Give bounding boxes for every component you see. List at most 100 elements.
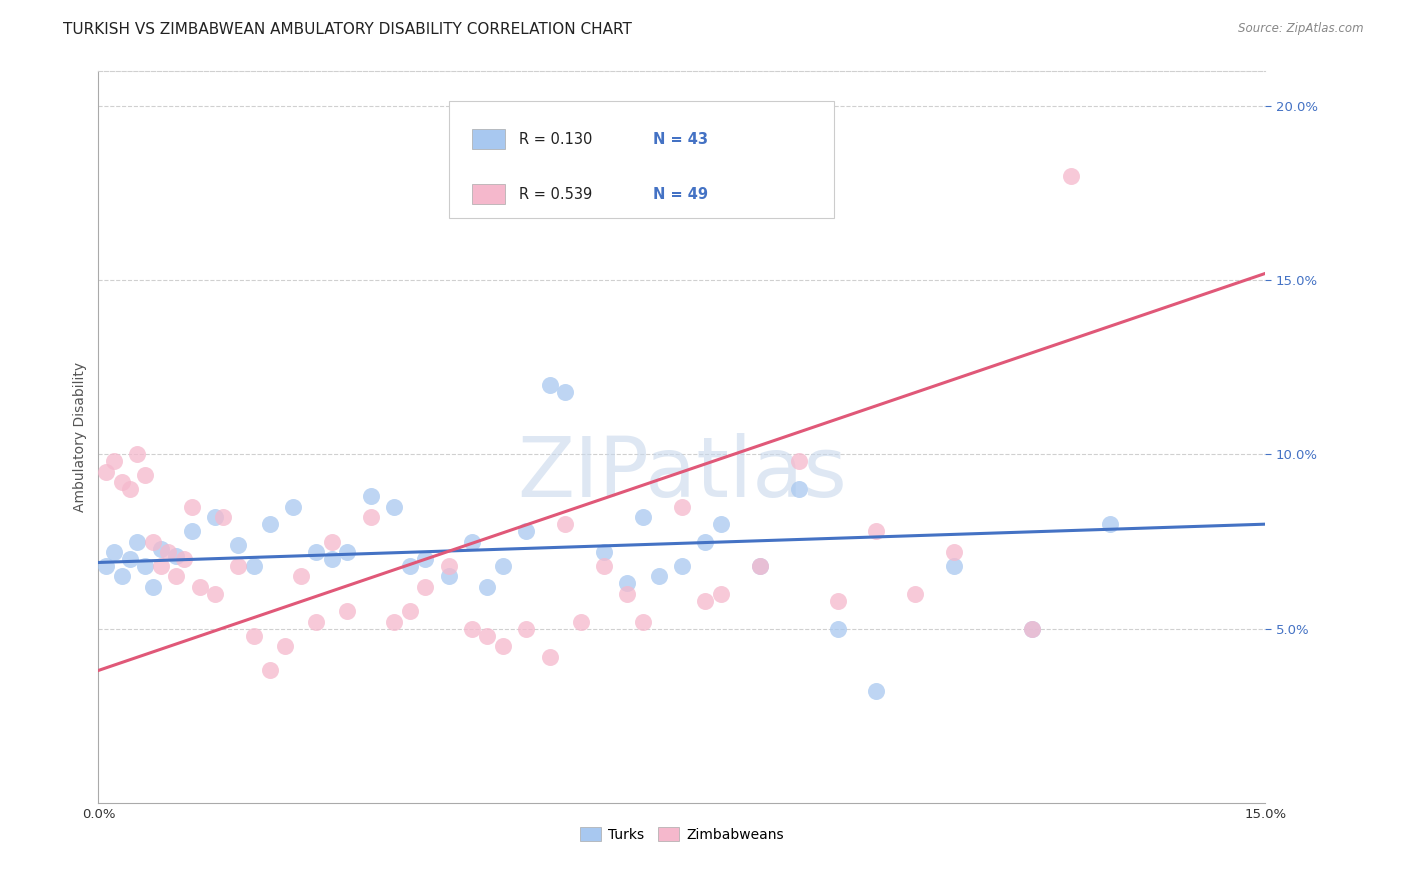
Text: ZIPatlas: ZIPatlas (517, 434, 846, 514)
Point (204, 587, 226, 601)
Point (204, 510, 226, 524)
Point (157, 545, 180, 559)
Y-axis label: Ambulatory Disability: Ambulatory Disability (73, 362, 87, 512)
Point (461, 534, 484, 549)
Point (616, 587, 638, 601)
Point (437, 569, 460, 583)
Point (243, 629, 266, 643)
Point (631, 510, 654, 524)
Point (827, 622, 849, 636)
Point (865, 684, 887, 698)
Point (461, 622, 484, 636)
FancyBboxPatch shape (449, 101, 834, 218)
Point (865, 524, 887, 538)
Point (477, 629, 499, 643)
Bar (472, 129, 505, 150)
Point (1060, 169, 1083, 183)
Point (477, 580, 499, 594)
Point (538, 649, 561, 664)
Point (96, 465, 118, 479)
Point (103, 454, 125, 468)
Point (943, 545, 966, 559)
Point (748, 558, 770, 573)
Point (321, 534, 343, 549)
Point (305, 615, 328, 629)
Point (616, 576, 638, 591)
Point (127, 448, 149, 462)
Point (593, 558, 616, 573)
Point (413, 580, 436, 594)
Point (904, 587, 927, 601)
Text: R = 0.539: R = 0.539 (519, 186, 592, 202)
Point (96, 558, 118, 573)
Point (118, 552, 141, 566)
Point (165, 569, 187, 583)
Point (111, 569, 134, 583)
Point (165, 549, 187, 563)
Point (787, 454, 810, 468)
Point (118, 483, 141, 497)
Point (259, 664, 281, 678)
Point (188, 580, 211, 594)
Point (695, 534, 717, 549)
Point (492, 639, 515, 653)
Point (787, 483, 810, 497)
Point (180, 500, 202, 514)
Point (515, 524, 537, 538)
Point (515, 622, 537, 636)
Point (305, 545, 328, 559)
Text: N = 49: N = 49 (652, 186, 707, 202)
Text: N = 43: N = 43 (652, 132, 707, 147)
Point (695, 594, 717, 608)
Point (290, 569, 312, 583)
Point (259, 517, 281, 532)
Point (173, 552, 195, 566)
Point (149, 558, 172, 573)
Point (710, 517, 733, 532)
Point (827, 594, 849, 608)
Point (360, 489, 382, 503)
Point (274, 639, 297, 653)
Point (437, 558, 460, 573)
Point (142, 580, 165, 594)
Point (321, 552, 343, 566)
Point (360, 510, 382, 524)
Point (382, 500, 405, 514)
Point (398, 558, 420, 573)
Point (281, 500, 304, 514)
Bar (472, 184, 505, 204)
Point (671, 558, 693, 573)
Point (1021, 622, 1043, 636)
Point (631, 615, 654, 629)
Point (748, 558, 770, 573)
Point (103, 545, 125, 559)
Point (212, 510, 235, 524)
Point (336, 545, 359, 559)
Text: TURKISH VS ZIMBABWEAN AMBULATORY DISABILITY CORRELATION CHART: TURKISH VS ZIMBABWEAN AMBULATORY DISABIL… (63, 22, 633, 37)
Point (671, 500, 693, 514)
Point (710, 587, 733, 601)
Text: R = 0.130: R = 0.130 (519, 132, 592, 147)
Point (149, 541, 172, 556)
Point (492, 558, 515, 573)
Point (111, 475, 134, 490)
Point (142, 534, 165, 549)
Point (336, 604, 359, 618)
Point (228, 538, 250, 552)
Point (180, 524, 202, 538)
Text: Source: ZipAtlas.com: Source: ZipAtlas.com (1239, 22, 1364, 36)
Point (538, 377, 561, 392)
Point (569, 615, 592, 629)
Point (398, 604, 420, 618)
Point (134, 558, 156, 573)
Point (1021, 622, 1043, 636)
Legend: Turks, Zimbabweans: Turks, Zimbabweans (575, 822, 789, 847)
Point (243, 558, 266, 573)
Point (554, 517, 576, 532)
Point (228, 558, 250, 573)
Point (413, 552, 436, 566)
Point (554, 384, 576, 399)
Point (943, 558, 966, 573)
Point (127, 534, 149, 549)
Point (593, 545, 616, 559)
